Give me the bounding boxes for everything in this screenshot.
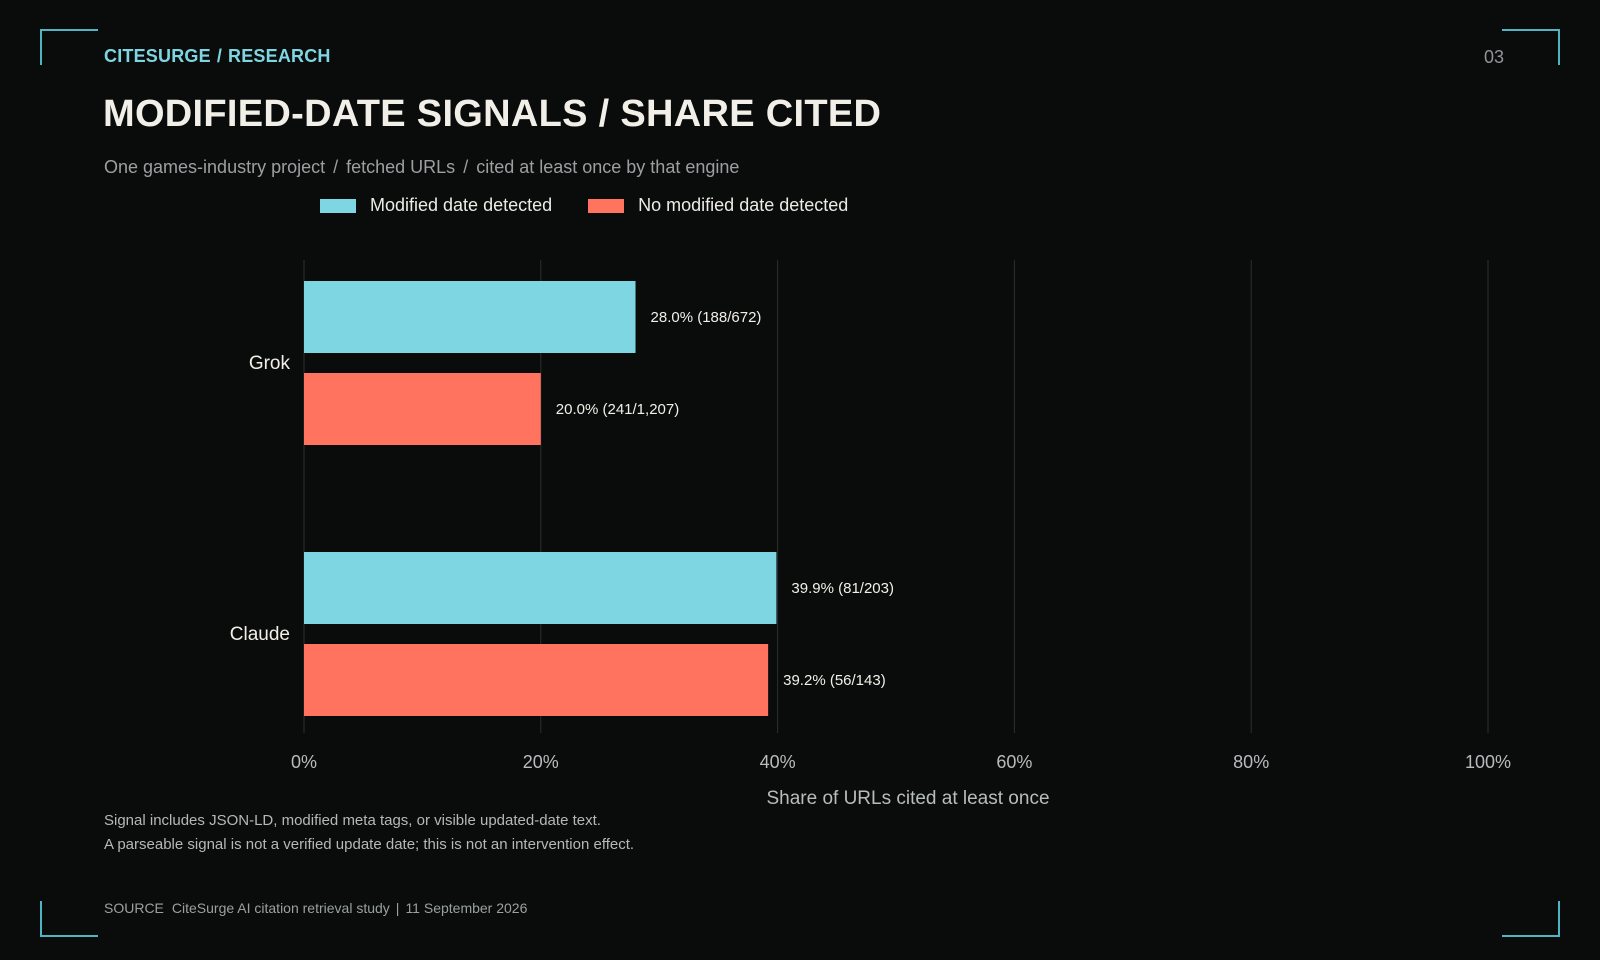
corner-bracket-top-left [40,29,98,65]
legend-item-modified: Modified date detected [320,195,552,216]
subtitle-separator: / [333,157,339,177]
brand-name: CITESURGE [104,46,211,66]
x-tick-label: 0% [291,752,317,772]
x-tick-label: 40% [760,752,796,772]
bar-grok-modified [304,281,636,353]
legend-label-no-modified: No modified date detected [638,195,849,215]
legend-swatch-no-modified [588,198,625,213]
data-label: 39.9% (81/203) [791,580,894,597]
section-name: RESEARCH [228,46,331,66]
data-label: 39.2% (56/143) [783,672,886,689]
x-tick-label: 60% [996,752,1032,772]
brand-separator: / [216,46,223,66]
legend-item-no-modified: No modified date detected [588,195,848,216]
subtitle-part-1: One games-industry project [104,157,326,177]
x-tick-label: 100% [1465,752,1511,772]
footnote-line-1: Signal includes JSON-LD, modified meta t… [104,812,601,829]
subtitle-separator: / [463,157,469,177]
corner-bracket-top-right [1502,29,1560,65]
legend-swatch-modified [320,198,356,213]
x-tick-label: 80% [1233,752,1269,772]
bar-chart: 0% 20% 40% 60% 80% 100% 28.0% (188/672) 20.0% (… [230,260,1511,809]
subtitle-part-2: fetched URLs [346,157,456,177]
bar-claude-modified [304,552,777,624]
legend-label-modified: Modified date detected [370,195,553,215]
data-label: 28.0% (188/672) [651,309,762,326]
subtitle-part-3: cited at least once by that engine [476,157,740,177]
data-label: 20.0% (241/1,207) [556,401,679,418]
source-label: SOURCE [104,900,164,916]
category-label-claude: Claude [230,624,290,645]
source-text: CiteSurge AI citation retrieval study [171,900,390,916]
page-number: 03 [1483,47,1504,67]
x-tick-label: 20% [523,752,559,772]
brand-breadcrumb: CITESURGE / RESEARCH [104,46,331,67]
source-date: 11 September 2026 [405,900,528,916]
category-label-grok: Grok [249,353,291,374]
chart-legend: Modified date detected No modified date … [320,195,884,216]
page-subtitle: One games-industry project / fetched URLs /… [104,157,739,178]
corner-bracket-bottom-right [1502,901,1560,937]
page-title: MODIFIED-DATE SIGNALS / SHARE CITED [103,93,882,135]
corner-bracket-bottom-left [40,901,98,937]
footnote-line-2: A parseable signal is not a verified upd… [104,836,635,853]
source-line: SOURCE CiteSurge AI citation retrieval st… [104,900,527,916]
x-axis-title: Share of URLs cited at least once [766,788,1049,809]
source-separator: | [395,900,400,916]
bar-claude-no-modified [304,644,769,716]
bar-grok-no-modified [304,373,541,445]
